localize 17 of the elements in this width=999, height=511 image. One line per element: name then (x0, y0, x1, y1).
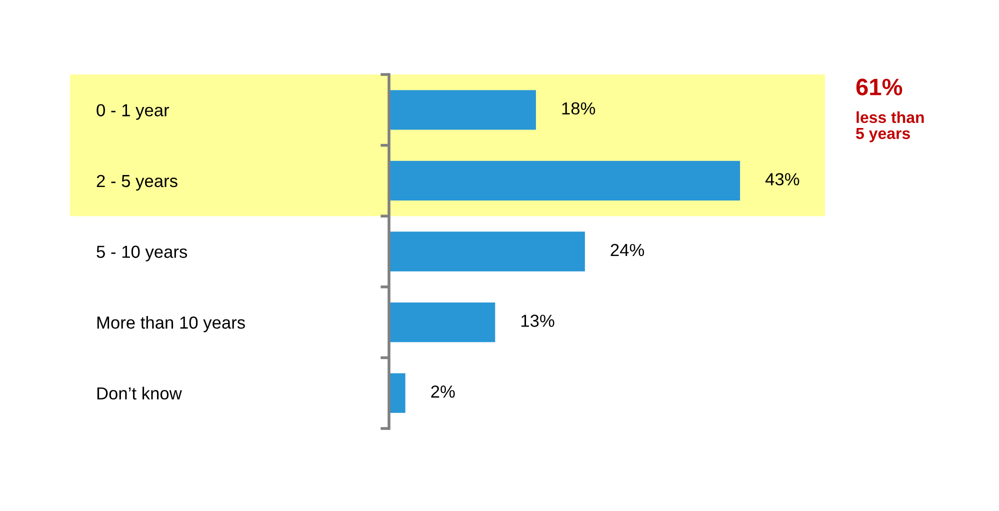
data-label: 13% (521, 314, 554, 327)
y-tick-label: 2 - 5 years (96, 174, 178, 191)
bar (389, 232, 585, 272)
data-label: 18% (562, 102, 596, 115)
bar (389, 302, 496, 342)
bar (389, 373, 406, 413)
y-tick-label: 0 - 1 year (96, 104, 170, 120)
y-tick-label: 5 - 10 years (96, 246, 188, 262)
data-label: 43% (765, 173, 800, 186)
data-label: 24% (610, 244, 644, 256)
y-tick-label: Don’t know (97, 386, 182, 400)
data-label: 2% (431, 385, 455, 398)
text: less than 5 years (856, 111, 924, 142)
bar (389, 90, 536, 130)
y-tick-label: More than 10 years (97, 316, 245, 332)
band-label: 61% (856, 78, 902, 96)
bar (389, 160, 740, 201)
